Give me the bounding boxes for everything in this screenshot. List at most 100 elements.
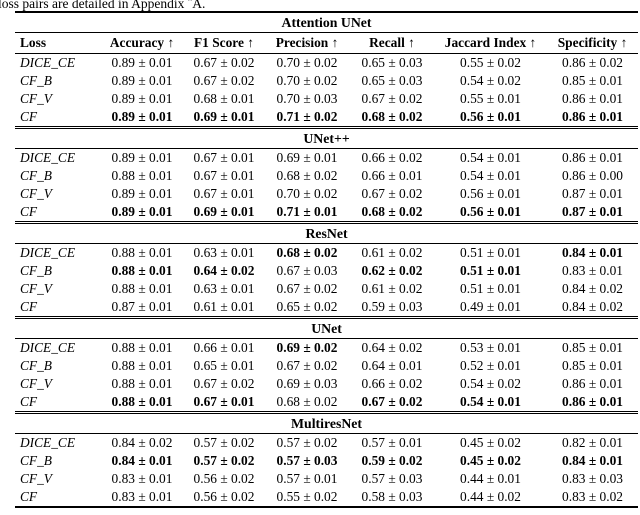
metric-value: 0.62 ± 0.02 [361,263,423,278]
column-header: Recall ↑ [350,32,434,54]
metric-value: 0.45 ± 0.02 [460,453,521,468]
metric-value: 0.51 ± 0.01 [460,263,521,278]
metric-value: 0.65 ± 0.03 [361,55,423,70]
metric-value: 0.67 ± 0.02 [276,358,338,373]
metric-value: 0.89 ± 0.01 [111,186,173,201]
metric-value: 0.88 ± 0.01 [111,358,173,373]
metric-value: 0.67 ± 0.02 [193,55,255,70]
metric-value: 0.56 ± 0.01 [460,109,521,124]
section-title: MultiresNet [15,411,639,434]
metric-value: 0.57 ± 0.01 [276,471,338,486]
loss-label: CF_B [20,358,52,373]
metric-value: 0.67 ± 0.02 [276,281,338,296]
table-row: CF_V 0.88 ± 0.01 0.67 ± 0.02 0.69 ± 0.03 0.6… [15,375,638,393]
metric-value: 0.83 ± 0.02 [547,488,639,508]
metric-value: 0.71 ± 0.01 [276,204,338,219]
table-row: CF_V 0.89 ± 0.01 0.68 ± 0.01 0.70 ± 0.03 0.6… [15,90,638,108]
table-row: CF 0.89 ± 0.01 0.69 ± 0.01 0.71 ± 0.02 0.68 … [15,108,638,128]
metric-value: 0.67 ± 0.01 [193,394,255,409]
metric-value: 0.45 ± 0.02 [460,435,521,450]
metric-value: 0.67 ± 0.02 [361,91,423,106]
metric-value: 0.84 ± 0.01 [562,245,623,260]
section-title-row: ResNet [15,221,639,244]
metric-value: 0.49 ± 0.01 [460,299,521,314]
loss-label: CF [15,488,100,508]
loss-label: CF_B [20,263,52,278]
metric-value: 0.67 ± 0.01 [193,168,255,183]
loss-label: CF_V [20,471,52,486]
metric-value: 0.86 ± 0.01 [562,109,623,124]
table-row: CF_B 0.89 ± 0.01 0.67 ± 0.02 0.70 ± 0.02 0.6… [15,72,638,90]
metric-value: 0.89 ± 0.01 [111,55,173,70]
metric-value: 0.88 ± 0.01 [111,281,173,296]
metric-value: 0.83 ± 0.03 [562,471,623,486]
metric-value: 0.55 ± 0.02 [460,55,521,70]
table-row: DICE_CE 0.89 ± 0.01 0.67 ± 0.02 0.70 ± 0.02… [15,54,638,73]
metric-value: 0.55 ± 0.01 [460,91,521,106]
table-row: CF_V 0.88 ± 0.01 0.63 ± 0.01 0.67 ± 0.02 0.6… [15,280,638,298]
metric-value: 0.58 ± 0.03 [350,488,434,508]
loss-label: CF_B [20,168,52,183]
metric-value: 0.66 ± 0.01 [361,168,423,183]
column-header-row: Loss Accuracy ↑ F1 Score ↑ Precision ↑ Recal… [15,32,639,54]
metric-value: 0.56 ± 0.01 [460,204,521,219]
metric-value: 0.54 ± 0.01 [460,150,521,165]
metric-value: 0.86 ± 0.01 [562,150,623,165]
metric-value: 0.63 ± 0.01 [193,281,255,296]
loss-label: CF [20,299,38,314]
metric-value: 0.70 ± 0.02 [276,73,338,88]
loss-label: CF_V [20,281,52,296]
metric-value: 0.54 ± 0.02 [460,376,521,391]
metric-value: 0.57 ± 0.03 [276,453,338,468]
metric-value: 0.56 ± 0.02 [193,471,255,486]
metric-value: 0.69 ± 0.01 [193,204,255,219]
table-row: DICE_CE 0.84 ± 0.02 0.57 ± 0.02 0.57 ± 0.02… [15,434,638,453]
metric-value: 0.89 ± 0.01 [111,73,173,88]
metric-value: 0.86 ± 0.01 [562,394,623,409]
metric-value: 0.86 ± 0.01 [562,376,623,391]
section-title-row: UNet++ [15,126,639,149]
metric-value: 0.88 ± 0.01 [111,245,173,260]
metric-value: 0.65 ± 0.02 [276,299,338,314]
metric-value: 0.86 ± 0.01 [562,91,623,106]
metric-value: 0.54 ± 0.01 [460,168,521,183]
metric-value: 0.44 ± 0.01 [460,471,521,486]
metric-value: 0.87 ± 0.01 [562,204,623,219]
table-row: CF 0.83 ± 0.01 0.56 ± 0.02 0.55 ± 0.02 0.58 … [15,488,639,508]
table-row: CF_B 0.88 ± 0.01 0.67 ± 0.01 0.68 ± 0.02 0.6… [15,167,638,185]
metric-value: 0.70 ± 0.02 [276,186,338,201]
caption-text: loss pairs are detailed in Appendix ¨A. [0,0,206,11]
metric-value: 0.65 ± 0.03 [361,73,423,88]
metric-value: 0.61 ± 0.01 [193,299,255,314]
section-title: ResNet [15,221,639,244]
metric-value: 0.84 ± 0.01 [562,453,623,468]
column-header: Accuracy ↑ [100,32,184,54]
metric-value: 0.83 ± 0.01 [562,263,623,278]
table-row: CF_V 0.83 ± 0.01 0.56 ± 0.02 0.57 ± 0.01 0.5… [15,470,638,488]
section-title: UNet++ [15,126,639,149]
metric-value: 0.52 ± 0.01 [460,358,521,373]
column-header: F1 Score ↑ [184,32,264,54]
loss-label: DICE_CE [20,150,76,165]
loss-label: DICE_CE [20,435,76,450]
metric-value: 0.67 ± 0.01 [193,186,255,201]
table-row: DICE_CE 0.88 ± 0.01 0.66 ± 0.01 0.69 ± 0.02… [15,339,638,358]
metric-value: 0.69 ± 0.03 [276,376,338,391]
metric-value: 0.87 ± 0.01 [111,299,173,314]
metric-value: 0.57 ± 0.01 [361,435,423,450]
metric-value: 0.64 ± 0.02 [193,263,255,278]
metric-value: 0.88 ± 0.01 [111,263,173,278]
table-row: DICE_CE 0.89 ± 0.01 0.67 ± 0.01 0.69 ± 0.01… [15,149,638,168]
metric-value: 0.57 ± 0.02 [193,435,255,450]
metric-value: 0.56 ± 0.02 [184,488,264,508]
metric-value: 0.51 ± 0.01 [460,245,521,260]
loss-label: CF_V [20,376,52,391]
metric-value: 0.88 ± 0.01 [111,340,173,355]
metric-value: 0.68 ± 0.02 [276,168,338,183]
section-title-row: MultiresNet [15,411,639,434]
loss-label: DICE_CE [20,245,76,260]
column-header: Jaccard Index ↑ [434,32,547,54]
section-title-row: UNet [15,316,639,339]
metric-value: 0.68 ± 0.02 [276,394,338,409]
metric-value: 0.70 ± 0.03 [276,91,338,106]
